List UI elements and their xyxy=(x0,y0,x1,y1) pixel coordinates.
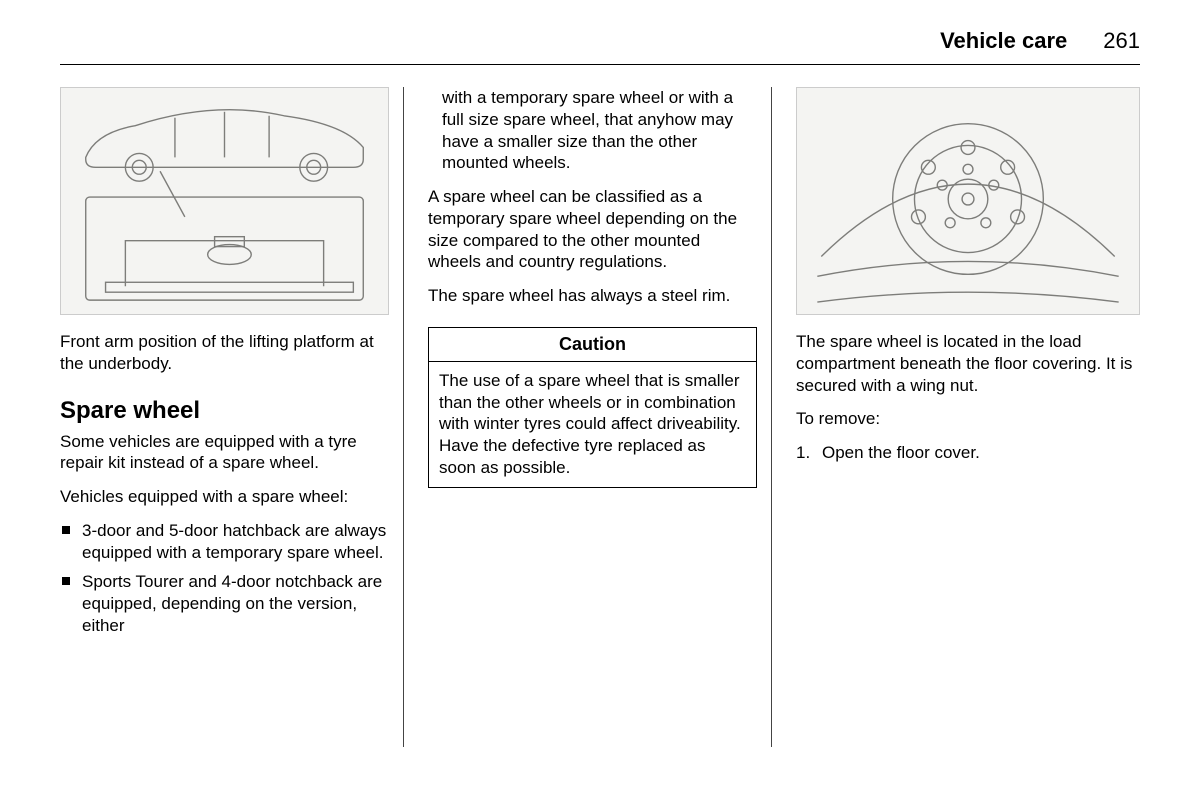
caution-body: The use of a spare wheel that is smaller… xyxy=(429,362,756,487)
page-number: 261 xyxy=(1103,28,1140,54)
content-columns: Front arm position of the lifting platfo… xyxy=(60,87,1140,747)
paragraph: Some vehicles are equipped with a tyre r… xyxy=(60,431,389,475)
caution-box: Caution The use of a spare wheel that is… xyxy=(428,327,757,488)
paragraph: The spare wheel has always a steel rim. xyxy=(428,285,757,307)
paragraph: Vehicles equipped with a spare wheel: xyxy=(60,486,389,508)
list-item: 1. Open the floor cover. xyxy=(796,442,1140,464)
paragraph: A spare wheel can be classified as a tem… xyxy=(428,186,757,273)
step-number: 1. xyxy=(796,442,810,464)
chapter-title: Vehicle care xyxy=(940,28,1067,54)
spare-wheel-illustration xyxy=(796,87,1140,315)
header-rule xyxy=(60,64,1140,65)
bullet-list: 3-door and 5-door hatchback are always e… xyxy=(60,520,389,645)
section-heading-spare-wheel: Spare wheel xyxy=(60,397,389,425)
spare-wheel-diagram-icon xyxy=(797,88,1139,314)
jacking-point-illustration xyxy=(60,87,389,315)
column-2: with a temporary spare wheel or with a f… xyxy=(428,87,772,747)
paragraph: To remove: xyxy=(796,408,1140,430)
caution-heading: Caution xyxy=(429,328,756,362)
column-1: Front arm position of the lifting platfo… xyxy=(60,87,404,747)
illus-caption: Front arm position of the lifting platfo… xyxy=(60,331,389,375)
page-header: Vehicle care 261 xyxy=(60,28,1140,54)
list-item: 3-door and 5-door hatchback are always e… xyxy=(60,520,389,564)
paragraph: The spare wheel is located in the load c… xyxy=(796,331,1140,396)
column-3: The spare wheel is located in the load c… xyxy=(796,87,1140,747)
car-diagram-icon xyxy=(61,88,388,314)
continuation-paragraph: with a temporary spare wheel or with a f… xyxy=(428,87,757,174)
list-item: Sports Tourer and 4-door notchback are e… xyxy=(60,571,389,636)
step-text: Open the floor cover. xyxy=(822,443,980,462)
numbered-list: 1. Open the floor cover. xyxy=(796,442,1140,472)
